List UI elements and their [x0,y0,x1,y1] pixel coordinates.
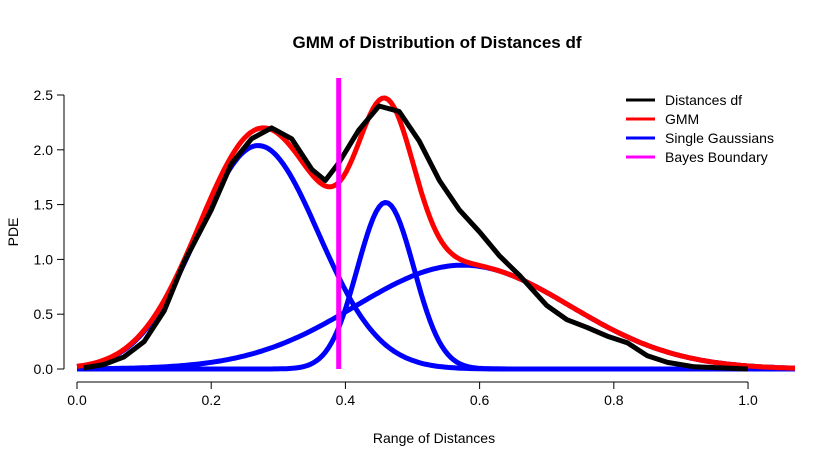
gaussian-component-3-line [77,262,795,372]
legend-label: GMM [665,111,699,127]
y-tick-label: 0.0 [34,361,54,377]
x-tick-label: 0.4 [336,392,356,408]
legend: Distances df GMM Single Gaussians Bayes Bou… [626,92,774,165]
y-tick-label: 0.5 [34,306,54,322]
axes: 0.0 0.2 0.4 0.6 0.8 1.0 0.0 0.5 1.0 1.5 2.0 2.5 [34,87,758,408]
legend-label: Bayes Boundary [665,149,768,165]
gmm-line [76,95,795,371]
y-tick-label: 2.0 [34,142,54,158]
distances-density-line [83,103,749,372]
y-axis-label: PDE [5,218,21,247]
gaussian-component-2-line [77,200,795,372]
x-tick-label: 1.0 [738,392,758,408]
y-tick-label: 2.5 [34,87,54,103]
x-tick-label: 0.6 [470,392,490,408]
y-tick-label: 1.5 [34,197,54,213]
legend-label: Single Gaussians [665,130,774,146]
y-tick-label: 1.0 [34,251,54,267]
legend-label: Distances df [665,92,742,108]
x-tick-label: 0.8 [604,392,624,408]
x-tick-label: 0.2 [201,392,221,408]
x-tick-label: 0.0 [67,392,87,408]
x-axis-label: Range of Distances [373,430,495,446]
chart-title: GMM of Distribution of Distances df [293,33,582,52]
plot-area [76,78,795,372]
